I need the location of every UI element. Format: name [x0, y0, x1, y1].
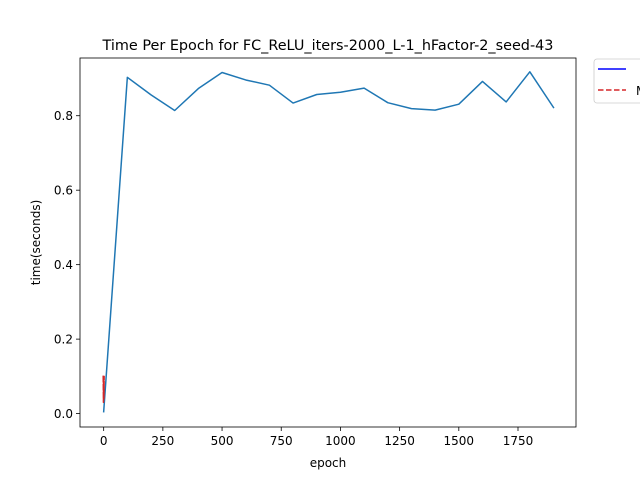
x-axis-label: epoch — [310, 456, 347, 470]
x-tick-label: 1500 — [444, 434, 475, 448]
y-tick-label: 0.4 — [54, 258, 73, 272]
legend: M — [593, 58, 640, 104]
y-axis-label: time(seconds) — [29, 200, 43, 286]
x-tick-label: 1250 — [384, 434, 415, 448]
legend-label-1: M — [636, 84, 640, 98]
x-tick-label: 1750 — [503, 434, 534, 448]
y-tick-label: 0.8 — [54, 109, 73, 123]
chart-title: Time Per Epoch for FC_ReLU_iters-2000_L-… — [102, 38, 554, 54]
x-tick-label: 250 — [151, 434, 174, 448]
series-line-1 — [102, 375, 105, 404]
x-tick-label: 750 — [270, 434, 293, 448]
series-line-0 — [102, 71, 555, 413]
series-lines — [102, 71, 555, 413]
x-tick-label: 500 — [211, 434, 234, 448]
x-tick-label: 0 — [100, 434, 108, 448]
legend-box — [593, 58, 640, 104]
y-tick-label: 0.2 — [54, 332, 73, 346]
x-tick-label: 1000 — [325, 434, 356, 448]
y-tick-label: 0.0 — [54, 407, 73, 421]
y-tick-label: 0.6 — [54, 183, 73, 197]
axes-frame — [79, 57, 577, 428]
